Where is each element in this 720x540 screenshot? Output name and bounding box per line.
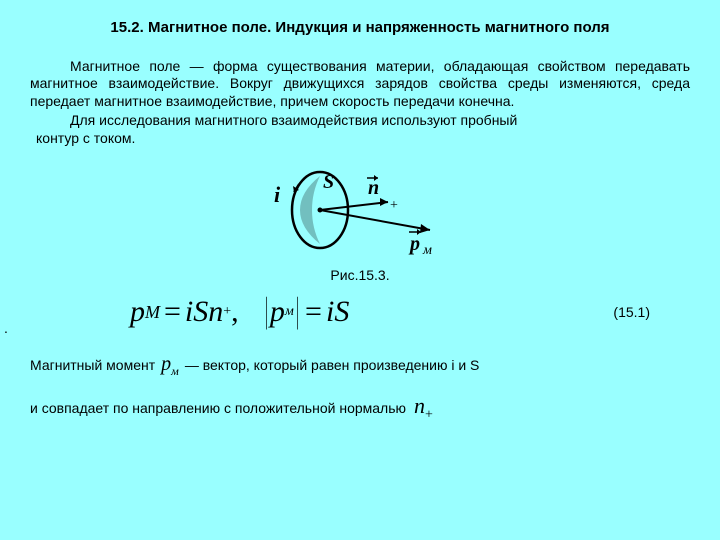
- figure-caption: Рис.15.3.: [30, 267, 690, 283]
- svg-text:i: i: [274, 182, 281, 207]
- var-S: S: [193, 295, 208, 329]
- inline-n-plus: n+: [414, 393, 433, 423]
- normal-line: и совпадает по направлению с положительн…: [30, 393, 690, 423]
- formula-number: (15.1): [613, 304, 650, 320]
- var-p: p: [130, 295, 145, 329]
- svg-text:м: м: [422, 243, 432, 257]
- moment-text-after: — вектор, который равен произведению i и…: [185, 357, 480, 373]
- svg-text:n: n: [368, 177, 379, 199]
- paragraph-2-line1: Для исследования магнитного взаимодейств…: [30, 112, 690, 130]
- eq-sign: =: [164, 295, 181, 329]
- formula-row: pM = iSn+ , | pм | = iS (15.1): [30, 291, 690, 333]
- inline-pm: pм: [161, 353, 179, 379]
- paragraph-1: Магнитное поле — форма существования мат…: [30, 58, 690, 111]
- moment-text-before: Магнитный момент: [30, 357, 155, 373]
- comma: ,: [231, 295, 239, 329]
- var-S2: S: [334, 295, 349, 329]
- loop-diagram: S i n + p м: [250, 162, 470, 257]
- normal-text: и совпадает по направлению с положительн…: [30, 400, 406, 416]
- var-n: n: [208, 295, 223, 329]
- svg-text:p: p: [408, 233, 420, 255]
- abs-bar-right: |: [296, 289, 299, 331]
- section-title: 15.2. Магнитное поле. Индукция и напряже…: [30, 18, 690, 38]
- sub-plus: +: [223, 304, 231, 320]
- abs-bar-left: |: [265, 289, 268, 331]
- figure-container: S i n + p м: [30, 162, 690, 262]
- svg-text:S: S: [323, 171, 334, 193]
- stray-dot: .: [4, 320, 8, 336]
- formula-15-1: pM = iSn+ , | pм | = iS: [130, 291, 349, 333]
- moment-line: Магнитный момент pм — вектор, который ра…: [30, 353, 690, 379]
- svg-text:+: +: [390, 198, 398, 213]
- var-i2: i: [326, 295, 334, 329]
- var-p2: p: [270, 295, 285, 329]
- sub-m: м: [285, 304, 294, 320]
- paragraph-2-line2: контур с током.: [36, 130, 690, 148]
- var-i: i: [185, 295, 193, 329]
- sub-M: M: [145, 302, 160, 323]
- eq-sign2: =: [305, 295, 322, 329]
